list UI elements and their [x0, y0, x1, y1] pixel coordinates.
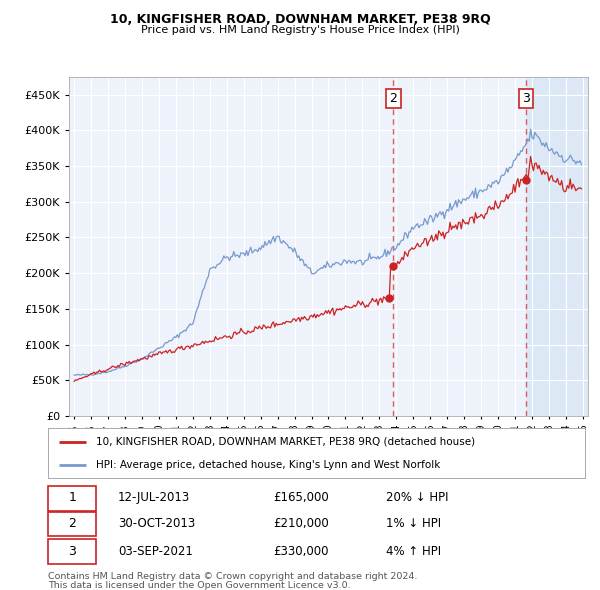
- FancyBboxPatch shape: [48, 539, 97, 564]
- Text: 2: 2: [389, 91, 397, 104]
- Bar: [526, 77, 592, 416]
- Text: 10, KINGFISHER ROAD, DOWNHAM MARKET, PE38 9RQ (detached house): 10, KINGFISHER ROAD, DOWNHAM MARKET, PE3…: [97, 437, 475, 447]
- Text: HPI: Average price, detached house, King's Lynn and West Norfolk: HPI: Average price, detached house, King…: [97, 460, 441, 470]
- Text: This data is licensed under the Open Government Licence v3.0.: This data is licensed under the Open Gov…: [48, 581, 350, 590]
- FancyBboxPatch shape: [48, 512, 97, 536]
- Text: 1: 1: [68, 491, 76, 504]
- Text: £330,000: £330,000: [274, 545, 329, 558]
- Text: £210,000: £210,000: [274, 517, 329, 530]
- FancyBboxPatch shape: [48, 486, 97, 511]
- Text: 4% ↑ HPI: 4% ↑ HPI: [386, 545, 442, 558]
- Text: 10, KINGFISHER ROAD, DOWNHAM MARKET, PE38 9RQ: 10, KINGFISHER ROAD, DOWNHAM MARKET, PE3…: [110, 13, 490, 26]
- Text: 12-JUL-2013: 12-JUL-2013: [118, 491, 190, 504]
- Text: 3: 3: [68, 545, 76, 558]
- Text: Price paid vs. HM Land Registry's House Price Index (HPI): Price paid vs. HM Land Registry's House …: [140, 25, 460, 35]
- Text: 1% ↓ HPI: 1% ↓ HPI: [386, 517, 442, 530]
- Text: Contains HM Land Registry data © Crown copyright and database right 2024.: Contains HM Land Registry data © Crown c…: [48, 572, 418, 581]
- Text: £165,000: £165,000: [274, 491, 329, 504]
- Text: 2: 2: [68, 517, 76, 530]
- Text: 3: 3: [523, 91, 530, 104]
- Text: 03-SEP-2021: 03-SEP-2021: [118, 545, 193, 558]
- Text: 30-OCT-2013: 30-OCT-2013: [118, 517, 195, 530]
- Text: 20% ↓ HPI: 20% ↓ HPI: [386, 491, 449, 504]
